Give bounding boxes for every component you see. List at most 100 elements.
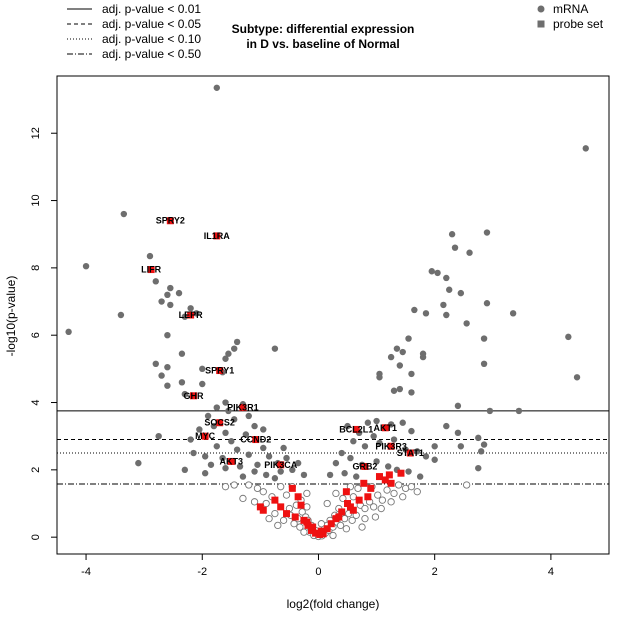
mrna-point-low-25 (348, 516, 356, 524)
mrna-point-sig-26 (178, 379, 186, 386)
mrna-point-mid-19 (283, 454, 290, 462)
mrna-point-mid-7 (242, 431, 250, 438)
mrna-point-low-30 (370, 503, 378, 511)
mrna-point-mid-68 (431, 443, 438, 450)
mrna-point-mid-30 (155, 432, 162, 440)
mrna-point-mid-65 (477, 448, 485, 455)
x-tick-label-1: -2 (197, 566, 207, 578)
x-tick-label-2: 0 (315, 566, 321, 578)
mrna-point-sig-48 (565, 333, 572, 341)
probe-set-point-26 (397, 469, 405, 477)
mrna-point-mid-20 (289, 466, 296, 474)
mrna-point-mid-63 (475, 434, 482, 442)
y-tick-label-6: 12 (30, 127, 42, 139)
legend-probe-marker (537, 20, 545, 28)
mrna-point-mid-35 (344, 422, 351, 430)
mrna-point-sig-35 (483, 229, 491, 236)
mrna-point-mid-50 (332, 459, 340, 467)
mrna-point-mid-40 (370, 432, 377, 440)
probe-set-point-35 (346, 503, 354, 511)
gene-marker-1 (213, 232, 221, 240)
gene-label-8: MYC (195, 431, 216, 441)
mrna-point-low-11 (296, 523, 304, 531)
probe-set-point-1 (294, 493, 302, 501)
mrna-point-low-31 (374, 491, 382, 499)
gene-label-13: AKT1 (374, 423, 398, 433)
mrna-point-mid-37 (364, 419, 372, 426)
mrna-point-low-8 (279, 516, 288, 524)
axes: -4 -2 0 2 4 0 2 4 6 8 10 12 (30, 127, 554, 578)
mrna-point-low-66 (274, 521, 282, 530)
x-tick-label-4: 4 (548, 566, 554, 578)
mrna-point-mid-28 (201, 470, 209, 477)
mrna-point-sig-4 (146, 252, 154, 260)
probe-set-point-34 (335, 513, 343, 521)
mrna-point-mid-73 (277, 468, 284, 475)
mrna-point-sig-33 (451, 244, 459, 251)
chart-title-line-2: in D vs. baseline of Normal (246, 37, 399, 51)
mrna-point-mid-8 (260, 426, 267, 433)
mrna-point-mid-57 (416, 473, 424, 480)
mrna-point-sig-37 (434, 269, 441, 277)
mrna-point-sig-53 (399, 348, 406, 356)
gene-label-11: PIK3CA (264, 460, 298, 470)
legend-label-001: adj. p-value < 0.01 (102, 2, 201, 16)
mrna-point-mid-66 (475, 464, 482, 472)
mrna-point-mid-39 (387, 421, 395, 428)
mrna-point-mid-24 (251, 468, 258, 475)
mrna-point-sig-5 (152, 278, 159, 285)
mrna-point-sig-59 (419, 350, 427, 357)
probe-set-point-13 (327, 520, 335, 528)
probe-set-point-22 (360, 479, 368, 487)
probe-set-point-24 (381, 476, 389, 484)
mrna-point-sig-61 (376, 370, 383, 378)
mrna-point-sig-63 (396, 385, 404, 393)
mrna-point-mid-27 (239, 473, 247, 480)
mrna-point-low-49 (303, 503, 311, 511)
gene-marker-6 (239, 404, 247, 412)
mrna-point-mid-38 (373, 417, 380, 425)
mrna-point-low-59 (239, 494, 247, 503)
gene-label-9: CCND2 (240, 435, 271, 445)
mrna-point-sig-10 (167, 301, 174, 309)
mrna-point-sig-25 (271, 345, 279, 352)
mrna-point-sig-43 (411, 306, 418, 314)
x-tick-label-0: -4 (81, 566, 91, 578)
mrna-point-sig-56 (396, 362, 404, 369)
probe-set-point-23 (375, 473, 383, 481)
mrna-point-low-64 (377, 504, 385, 513)
gene-label-3: LEPR (179, 310, 204, 320)
mrna-point-low-7 (245, 481, 253, 489)
mrna-point-sig-12 (193, 310, 200, 317)
mrna-point-low-67 (300, 528, 308, 536)
mrna-point-mid-12 (201, 453, 209, 460)
mrna-point-sig-67 (515, 407, 523, 415)
mrna-point-mid-47 (422, 453, 430, 460)
legend-mrna-marker (537, 5, 545, 13)
mrna-point-sig-46 (483, 300, 491, 307)
mrna-point-low-51 (349, 493, 357, 501)
threshold-lines (57, 410, 609, 485)
y-tick-label-4: 8 (30, 265, 42, 271)
mrna-point-sig-9 (175, 289, 183, 297)
mrna-point-mid-3 (222, 429, 229, 437)
mrna-point-mid-48 (431, 456, 438, 463)
gene-marker-12 (352, 425, 360, 433)
gene-marker-11 (277, 461, 285, 469)
mrna-point-sig-39 (446, 286, 453, 293)
y-tick-label-1: 2 (30, 467, 42, 473)
y-tick-label-3: 6 (30, 332, 42, 338)
gene-marker-16 (361, 462, 369, 470)
mrna-point-sig-24 (199, 365, 206, 373)
gene-label-7: SOCS2 (204, 418, 235, 428)
mrna-point-sig-36 (428, 268, 435, 275)
mrna-point-sig-0 (213, 84, 220, 91)
gene-marker-5 (190, 392, 198, 400)
legend-label-010: adj. p-value < 0.10 (102, 32, 201, 46)
mrna-point-mid-58 (341, 470, 348, 477)
gene-label-5: GHR (184, 391, 205, 401)
y-tick-label-2: 4 (30, 399, 42, 405)
mrna-point-mid-34 (300, 471, 308, 479)
gene-marker-0 (166, 217, 174, 225)
